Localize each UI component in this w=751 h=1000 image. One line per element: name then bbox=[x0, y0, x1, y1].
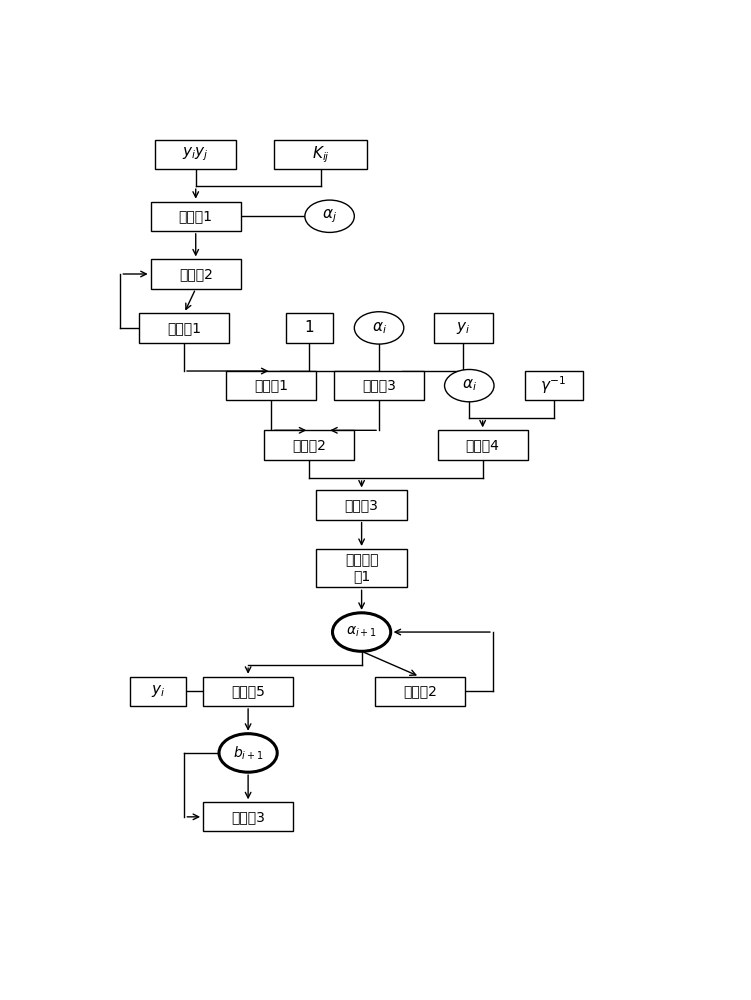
Text: $y_i$: $y_i$ bbox=[457, 320, 471, 336]
Text: 右移寄存
器1: 右移寄存 器1 bbox=[345, 553, 379, 583]
Text: 乘法器5: 乘法器5 bbox=[231, 684, 265, 698]
Ellipse shape bbox=[354, 312, 404, 344]
FancyBboxPatch shape bbox=[203, 677, 293, 706]
Text: 乘法器4: 乘法器4 bbox=[466, 438, 499, 452]
Text: $\alpha_j$: $\alpha_j$ bbox=[322, 207, 337, 225]
Ellipse shape bbox=[445, 369, 494, 402]
Ellipse shape bbox=[219, 734, 277, 772]
Text: $\alpha_i$: $\alpha_i$ bbox=[372, 320, 387, 336]
FancyBboxPatch shape bbox=[226, 371, 316, 400]
FancyBboxPatch shape bbox=[139, 313, 229, 343]
FancyBboxPatch shape bbox=[264, 430, 354, 460]
FancyBboxPatch shape bbox=[375, 677, 465, 706]
Ellipse shape bbox=[305, 200, 354, 232]
Text: 累加器2: 累加器2 bbox=[403, 684, 437, 698]
FancyBboxPatch shape bbox=[334, 371, 424, 400]
FancyBboxPatch shape bbox=[286, 313, 333, 343]
Text: $\alpha_{i+1}$: $\alpha_{i+1}$ bbox=[346, 625, 377, 639]
FancyBboxPatch shape bbox=[438, 430, 528, 460]
FancyBboxPatch shape bbox=[434, 313, 493, 343]
FancyBboxPatch shape bbox=[524, 371, 583, 400]
FancyBboxPatch shape bbox=[151, 202, 241, 231]
Text: 减法器2: 减法器2 bbox=[292, 438, 326, 452]
Text: 减法器3: 减法器3 bbox=[345, 498, 379, 512]
Text: $y_i$: $y_i$ bbox=[151, 683, 165, 699]
FancyBboxPatch shape bbox=[316, 490, 407, 520]
Ellipse shape bbox=[333, 613, 391, 651]
FancyBboxPatch shape bbox=[151, 259, 241, 289]
Text: $\alpha_i$: $\alpha_i$ bbox=[462, 378, 477, 393]
Text: $K_{ij}$: $K_{ij}$ bbox=[312, 144, 330, 165]
FancyBboxPatch shape bbox=[274, 140, 367, 169]
Text: 1: 1 bbox=[304, 320, 314, 335]
Text: $y_iy_j$: $y_iy_j$ bbox=[182, 146, 209, 163]
Text: 累加器1: 累加器1 bbox=[167, 321, 201, 335]
Text: $\gamma^{-1}$: $\gamma^{-1}$ bbox=[541, 375, 567, 396]
FancyBboxPatch shape bbox=[316, 549, 407, 587]
FancyBboxPatch shape bbox=[155, 140, 237, 169]
Text: 减法器1: 减法器1 bbox=[255, 379, 288, 393]
Text: 乘法器2: 乘法器2 bbox=[179, 267, 213, 281]
FancyBboxPatch shape bbox=[130, 677, 185, 706]
Text: 乘法器3: 乘法器3 bbox=[362, 379, 396, 393]
FancyBboxPatch shape bbox=[203, 802, 293, 831]
Text: $b_{i+1}$: $b_{i+1}$ bbox=[233, 744, 264, 762]
Text: 累加器3: 累加器3 bbox=[231, 810, 265, 824]
Text: 乘法器1: 乘法器1 bbox=[179, 209, 213, 223]
